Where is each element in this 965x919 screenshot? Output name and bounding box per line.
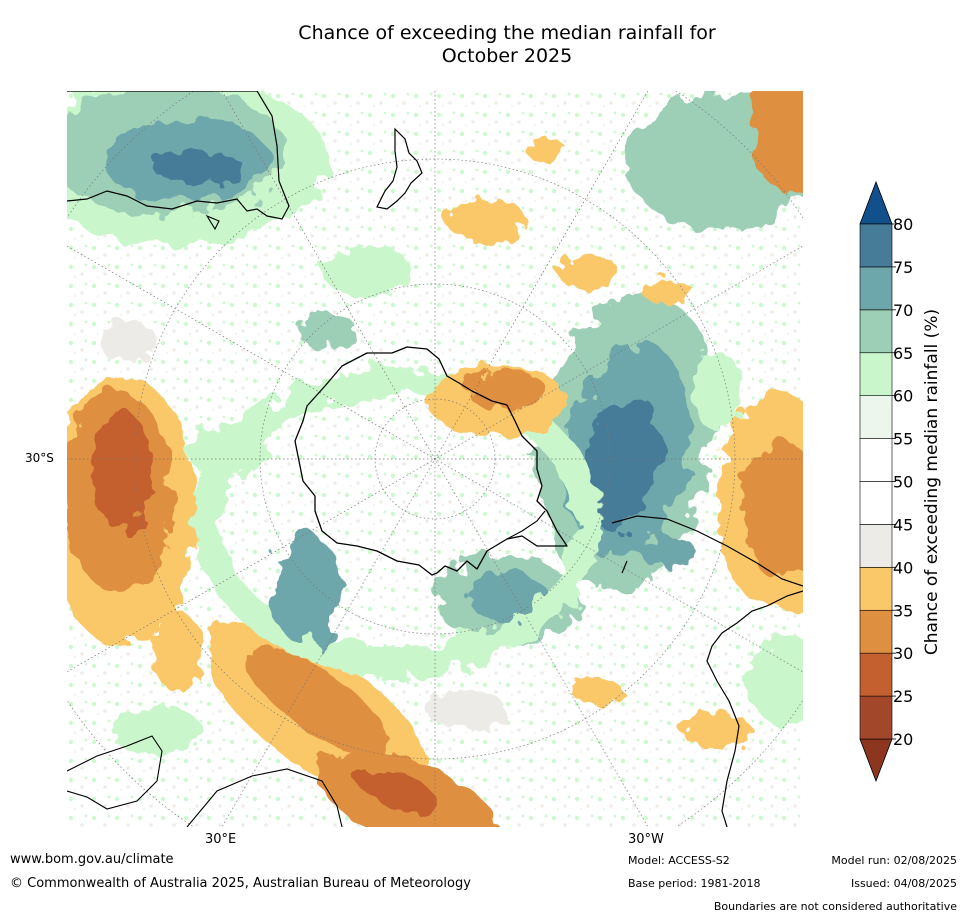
colorbar-tick-label: 25	[893, 687, 913, 706]
colorbar-segment	[859, 609, 893, 654]
colorbar-segment	[859, 652, 893, 697]
colorbar-segment	[859, 266, 893, 311]
colorbar-segment	[859, 438, 893, 482]
footer-disclaimer: Boundaries are not considered authoritat…	[713, 900, 957, 913]
south-america-coastline	[611, 515, 803, 587]
colorbar-tick-label: 40	[893, 558, 913, 577]
probability-patches	[67, 91, 803, 827]
probability-spots	[97, 139, 803, 756]
colorbar-tick-label: 65	[893, 344, 913, 363]
graticule	[67, 91, 803, 827]
title-line-1: Chance of exceeding the median rainfall …	[298, 22, 716, 44]
colorbar-tick-label: 30	[893, 644, 913, 663]
colorbar-tick-label: 45	[893, 515, 913, 534]
colorbar-tick-label: 60	[893, 387, 913, 406]
map-title: Chance of exceeding the median rainfall …	[67, 22, 947, 68]
footer-model: Model: ACCESS-S2	[628, 854, 730, 867]
africa-coastline	[186, 768, 343, 827]
lat-label-30s: 30°S	[25, 451, 54, 465]
colorbar-segment	[859, 309, 893, 354]
footer-issued: Issued: 04/08/2025	[850, 877, 957, 890]
colorbar: 20 25 30 35 40 45 50 55 60 65 70 75 80 Chance of exc…	[859, 180, 942, 783]
colorbar-tick-label: 70	[893, 301, 913, 320]
colorbar-under-arrow	[859, 738, 893, 783]
colorbar-over-arrow	[859, 180, 893, 225]
colorbar-tick-label: 20	[893, 730, 913, 749]
footer-copyright: © Commonwealth of Australia 2025, Austra…	[10, 876, 471, 891]
colorbar-tick-label: 50	[893, 473, 913, 492]
colorbar-segment	[859, 481, 893, 525]
new-zealand-coastline	[376, 127, 423, 210]
rainfall-probability-map	[67, 91, 803, 827]
colorbar-segment	[859, 524, 893, 568]
madagascar-coastline	[67, 735, 163, 810]
colorbar-tick-label: 75	[893, 258, 913, 277]
colorbar-segment	[859, 695, 893, 740]
lon-label-30w: 30°W	[628, 832, 664, 847]
falkland-islands	[621, 560, 628, 574]
colorbar-segment	[859, 223, 893, 268]
australia-coastline	[67, 91, 290, 220]
antarctic-peninsula	[506, 510, 546, 540]
tasmania-coastline	[205, 214, 220, 231]
colorbar-segment	[859, 567, 893, 611]
colorbar-tick-label: 80	[893, 215, 913, 234]
colorbar-tick-label: 55	[893, 430, 913, 449]
lon-label-30e: 30°E	[205, 832, 237, 847]
title-line-2: October 2025	[441, 45, 573, 67]
footer-base-period: Base period: 1981-2018	[628, 877, 761, 890]
map-canvas	[67, 91, 803, 827]
south-america-east-coast	[706, 590, 803, 827]
colorbar-label: Chance of exceeding median rainfall (%)	[922, 309, 942, 655]
colorbar-tick-label: 35	[893, 601, 913, 620]
footer-model-run: Model run: 02/08/2025	[831, 854, 957, 867]
colorbar-segment	[859, 395, 893, 439]
colorbar-segment	[859, 352, 893, 396]
footer-website[interactable]: www.bom.gov.au/climate	[10, 852, 174, 867]
